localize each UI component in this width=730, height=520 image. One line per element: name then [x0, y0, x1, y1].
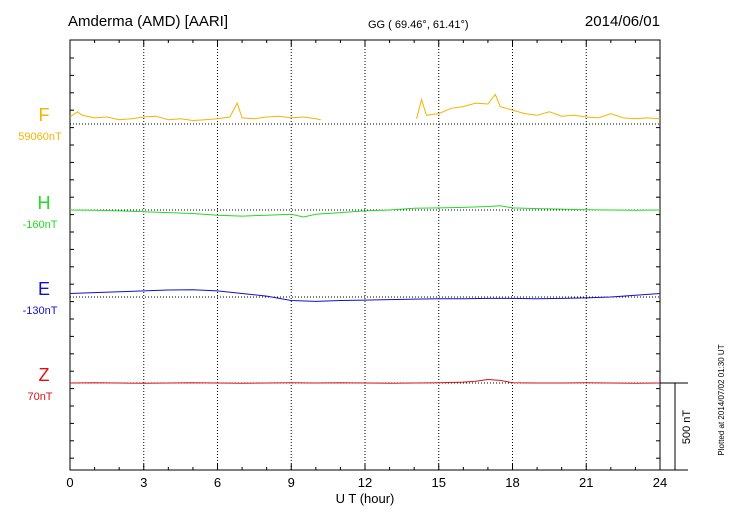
series-baseline-label-F: 59060nT	[18, 131, 62, 143]
date-label: 2014/06/01	[585, 13, 660, 30]
scale-label: 500 nT	[681, 410, 693, 445]
x-tick-label: 12	[358, 475, 372, 490]
plotted-at-note: Plotted at 2014/07/02 01:30 UT	[717, 344, 726, 455]
x-axis-label: U T (hour)	[336, 491, 395, 506]
series-line-Z	[69, 378, 661, 384]
x-tick-label: 18	[505, 475, 519, 490]
grid	[143, 40, 587, 470]
series-line-E	[69, 289, 661, 302]
series-name-F: F	[39, 105, 50, 125]
series-lines	[69, 93, 661, 384]
series-baseline-label-Z: 70nT	[27, 391, 52, 403]
series-name-E: E	[38, 279, 50, 299]
series-line-H	[69, 205, 661, 218]
x-tick-label: 24	[653, 475, 667, 490]
plot-frame	[69, 39, 661, 471]
series-baseline-label-E: -130nT	[23, 305, 58, 317]
x-tick-label: 9	[288, 475, 295, 490]
series-line-F	[69, 93, 661, 122]
station-title: Amderma (AMD) [AARI]	[68, 13, 228, 30]
x-tick-labels: 0 3 6 9 12 15 18 21 24	[66, 475, 667, 490]
series-baseline-label-H: -160nT	[23, 219, 58, 231]
series-labels: F 59060nT H -160nT E -130nT Z 70nT	[18, 105, 62, 403]
series-name-Z: Z	[39, 365, 50, 385]
x-tick-label: 15	[432, 475, 446, 490]
x-tick-label: 3	[140, 475, 147, 490]
coordinates-label: GG ( 69.46°, 61.41°)	[368, 19, 469, 31]
series-name-H: H	[38, 193, 51, 213]
x-tick-label: 6	[214, 475, 221, 490]
scale-bar	[660, 382, 688, 471]
tick-marks	[69, 40, 661, 470]
x-tick-label: 0	[66, 475, 73, 490]
x-tick-label: 21	[579, 475, 593, 490]
